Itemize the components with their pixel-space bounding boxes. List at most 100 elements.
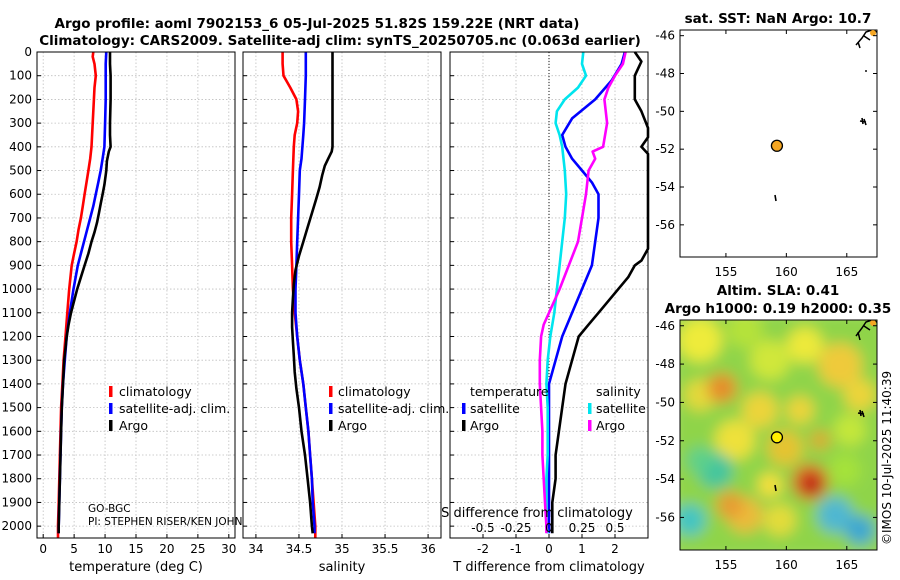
sla-anomaly-blob [680, 504, 706, 536]
y-tick-label: 800 [9, 235, 32, 249]
x-axis-label: salinity [319, 560, 366, 575]
x-tick-label: 160 [775, 558, 798, 572]
float-pi: PI: STEPHEN RISER/KEN JOHN [88, 516, 242, 528]
legend-swatch-temp-argo [462, 420, 466, 431]
y-tick-label: -54 [655, 180, 675, 194]
x-tick-label: 34.5 [286, 542, 313, 556]
y-tick-label: 600 [9, 187, 32, 201]
legend-swatch-temp-satellite [462, 403, 466, 414]
argo-position-marker [770, 431, 784, 444]
x-tick-label: 165 [835, 558, 858, 572]
sla-anomaly-blob [818, 343, 862, 387]
legend-swatch-argo [109, 420, 113, 431]
y-tick-label: -48 [655, 67, 675, 81]
y-tick-label: 1000 [1, 282, 32, 296]
x-tick-label: 155 [714, 265, 737, 279]
sla-anomaly-blob [742, 392, 778, 428]
legend-label-sal-satellite: satellite [596, 401, 646, 416]
macquarie-island-icon [859, 117, 867, 126]
y-tick-label: 1100 [1, 306, 32, 320]
legend-swatch-argo [329, 420, 333, 431]
sla-anomaly-blob [834, 414, 866, 446]
float-program: GO-BGC [88, 503, 131, 515]
legend-swatch-climatology [329, 386, 333, 397]
x-tick-label: 1 [578, 542, 586, 556]
y-tick-label: -56 [655, 218, 675, 232]
y-tick-label: 1500 [1, 401, 32, 415]
top-tick-label: 0.5 [605, 521, 624, 535]
sla-anomaly-blob [715, 420, 755, 460]
y-tick-label: 700 [9, 211, 32, 225]
title-line-2: Climatology: CARS2009. Satellite-adj cli… [39, 33, 641, 49]
x-axis-label: T difference from climatology [452, 560, 645, 575]
sla-anomaly-blob [829, 454, 861, 486]
legend-swatch-satellite [329, 403, 333, 414]
salinity-profile-panel: 34 34.5 35 35.5 36 salinity [242, 51, 442, 575]
sla-map-frame [679, 319, 878, 551]
legend-label-argo: Argo [119, 418, 148, 433]
top-axis-label: S difference from climatology [441, 506, 633, 521]
legend-label-climatology: climatology [119, 384, 192, 399]
sst-map-panel: -46 -48 -50 -52 -54 -56 155 160 165 [655, 29, 878, 279]
sla-anomaly-blob [817, 497, 853, 533]
x-axis-label: temperature (deg C) [69, 560, 203, 575]
legend-label-argo: Argo [338, 418, 367, 433]
y-tick-label: 0 [24, 45, 32, 59]
top-tick-label: 0 [545, 521, 553, 535]
legend-swatch-climatology [109, 386, 113, 397]
y-tick-label: 2000 [1, 519, 32, 533]
x-tick-label: 0 [545, 542, 553, 556]
sla-anomaly-blob [707, 373, 737, 403]
x-tick-label: 160 [775, 265, 798, 279]
sla-anomaly-blob [845, 515, 875, 545]
y-tick-label: 1600 [1, 424, 32, 438]
y-tick-label: 1300 [1, 353, 32, 367]
x-tick-label: 36 [420, 542, 435, 556]
difference-legend: temperature satellite Argo salinity sate… [462, 384, 646, 433]
legend-swatch-satellite [109, 403, 113, 414]
legend-label-satellite: satellite-adj. clim. [119, 401, 230, 416]
island-marker-icon [870, 320, 876, 326]
series-line-argo [57, 52, 112, 534]
x-tick-label: 10 [97, 542, 112, 556]
x-tick-label: 155 [714, 558, 737, 572]
y-tick-label: 200 [9, 92, 32, 106]
sla-anomaly-blob [810, 430, 830, 450]
sla-anomaly-blob [686, 446, 714, 474]
x-tick-label: 34 [248, 542, 263, 556]
sla-anomaly-blob [764, 504, 796, 536]
sla-anomaly-blob [786, 396, 814, 424]
y-tick-label: 300 [9, 116, 32, 130]
y-tick-label: 1200 [1, 329, 32, 343]
legend-label-temp-argo: Argo [470, 418, 499, 433]
legend-label-satellite: satellite-adj. clim. [338, 401, 449, 416]
series-line-satellite-salinity- [545, 51, 588, 534]
top-tick-label: -0.5 [471, 521, 494, 535]
title-line-1: Argo profile: aoml 7902153_6 05-Jul-2025… [55, 16, 580, 32]
x-tick-label: 30 [221, 542, 236, 556]
y-tick-label: -52 [655, 142, 675, 156]
y-tick-label: -46 [655, 319, 675, 333]
top-tick-label: 0.25 [569, 521, 596, 535]
y-tick-label: 500 [9, 164, 32, 178]
top-tick-label: -0.25 [500, 521, 531, 535]
legend-title-temperature: temperature [470, 384, 549, 399]
x-tick-label: 0 [39, 542, 47, 556]
y-tick-label: -52 [655, 434, 675, 448]
x-tick-label: -1 [510, 542, 522, 556]
y-tick-label: 900 [9, 258, 32, 272]
temperature-legend: climatology satellite-adj. clim. Argo [109, 384, 230, 433]
y-tick-label: -54 [655, 472, 675, 486]
sst-map-title: sat. SST: NaN Argo: 10.7 [685, 11, 872, 27]
small-island-icon [774, 484, 777, 492]
x-tick-label: 5 [70, 542, 78, 556]
sla-anomaly-blob [716, 491, 744, 519]
x-tick-label: 35 [334, 542, 349, 556]
y-tick-label: 1700 [1, 448, 32, 462]
x-tick-label: -2 [477, 542, 489, 556]
x-tick-label: 15 [128, 542, 143, 556]
y-tick-label: 1800 [1, 472, 32, 486]
small-island-icon [774, 194, 777, 202]
salinity-legend: climatology satellite-adj. clim. Argo [329, 384, 449, 433]
